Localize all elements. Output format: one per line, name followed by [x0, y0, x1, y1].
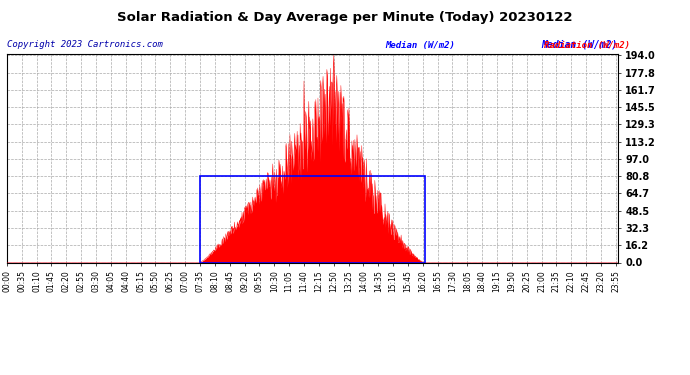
Text: Copyright 2023 Cartronics.com: Copyright 2023 Cartronics.com	[7, 40, 163, 49]
Bar	[200, 176, 425, 262]
Text: Median (W/m2): Median (W/m2)	[386, 41, 455, 50]
Text: Solar Radiation & Day Average per Minute (Today) 20230122: Solar Radiation & Day Average per Minute…	[117, 11, 573, 24]
Text: Median (W/m2): Median (W/m2)	[541, 40, 618, 50]
Text: Radiation (W/m2): Radiation (W/m2)	[544, 41, 630, 50]
